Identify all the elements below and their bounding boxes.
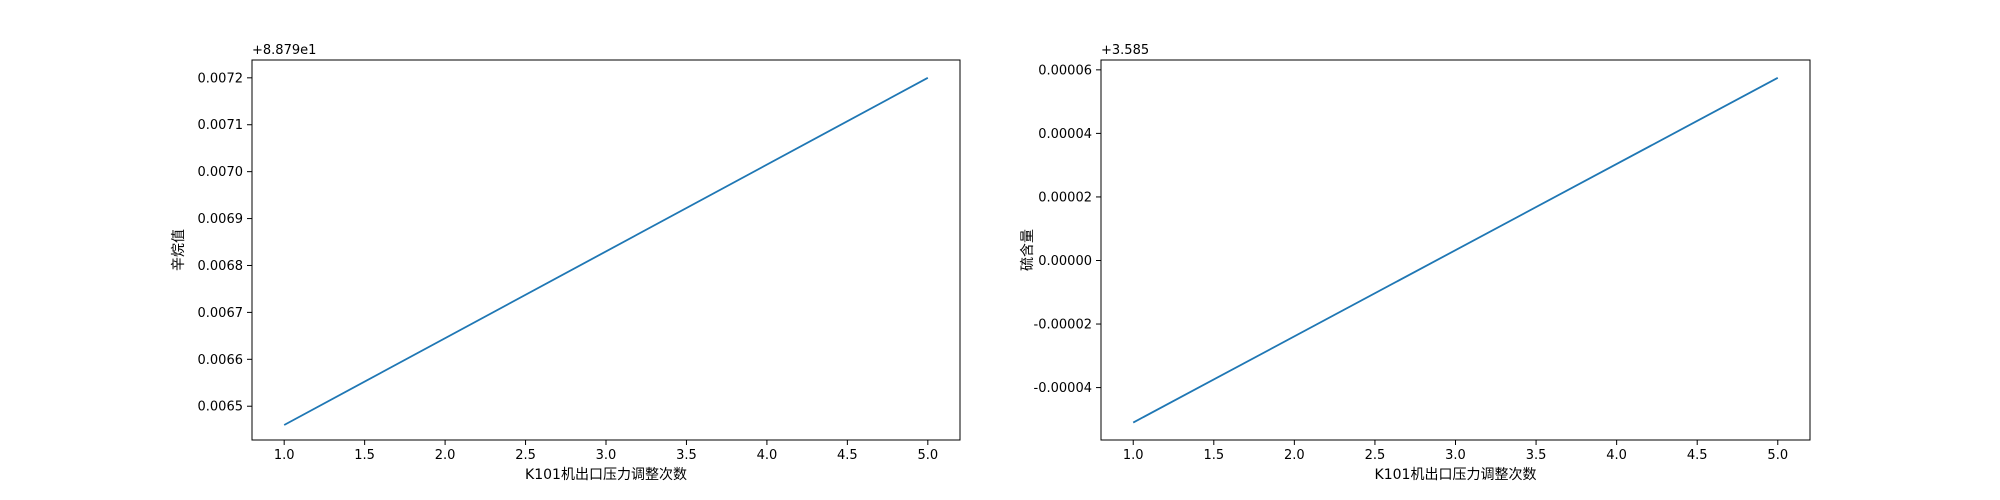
left-y-tick-label: 0.0069 bbox=[198, 212, 244, 227]
right-y-tick-label: 0.00000 bbox=[1038, 254, 1092, 269]
left-chart-panel: +8.879e1 K101机出口压力调整次数 辛烷值 1.0 1.5 2.0 2.5 3… bbox=[171, 43, 961, 483]
right-x-tick-label: 5.0 bbox=[1767, 448, 1788, 463]
right-x-tick-label: 2.5 bbox=[1365, 448, 1386, 463]
left-y-offset-label: +8.879e1 bbox=[252, 43, 316, 58]
left-x-tick-label: 3.0 bbox=[596, 448, 617, 463]
left-x-tick-label: 5.0 bbox=[917, 448, 938, 463]
right-x-tick-label: 4.5 bbox=[1687, 448, 1708, 463]
right-y-tick-label: 0.00002 bbox=[1038, 190, 1092, 205]
left-y-tick-label: 0.0068 bbox=[198, 259, 244, 274]
left-x-axis-label: K101机出口压力调整次数 bbox=[525, 467, 687, 483]
left-y-tick-label: 0.0071 bbox=[198, 118, 244, 133]
right-x-tick-label: 1.0 bbox=[1123, 448, 1144, 463]
right-x-tick-label: 1.5 bbox=[1203, 448, 1224, 463]
right-x-tick-label: 3.0 bbox=[1445, 448, 1466, 463]
right-x-tick-label: 4.0 bbox=[1606, 448, 1627, 463]
right-y-tick-label: -0.00004 bbox=[1034, 381, 1092, 396]
left-y-tick-label: 0.0065 bbox=[198, 400, 244, 415]
left-y-tick-label: 0.0067 bbox=[198, 306, 244, 321]
left-x-tick-label: 2.0 bbox=[435, 448, 456, 463]
right-x-axis-label: K101机出口压力调整次数 bbox=[1375, 467, 1537, 483]
left-x-tick-label: 4.0 bbox=[757, 448, 778, 463]
left-y-tick-label: 0.0070 bbox=[198, 165, 244, 180]
left-y-tick-label: 0.0072 bbox=[198, 71, 244, 86]
right-y-tick-label: 0.00006 bbox=[1038, 63, 1092, 78]
left-x-tick-label: 3.5 bbox=[676, 448, 697, 463]
left-y-tick-label: 0.0066 bbox=[198, 353, 244, 368]
left-x-tick-label: 2.5 bbox=[515, 448, 536, 463]
right-y-offset-label: +3.585 bbox=[1101, 43, 1149, 58]
left-x-tick-label: 1.5 bbox=[354, 448, 375, 463]
right-x-tick-label: 2.0 bbox=[1284, 448, 1305, 463]
right-y-tick-label: 0.00004 bbox=[1038, 127, 1092, 142]
right-series-line bbox=[1132, 76, 1779, 424]
right-x-tick-label: 3.5 bbox=[1526, 448, 1547, 463]
right-y-axis-label: 硫含量 bbox=[1020, 229, 1036, 271]
right-chart-panel: +3.585 K101机出口压力调整次数 硫含量 1.0 1.5 2.0 2.5 3.0… bbox=[1020, 43, 1811, 483]
left-x-tick-label: 4.5 bbox=[837, 448, 858, 463]
left-y-axis-label: 辛烷值 bbox=[171, 229, 187, 271]
right-y-tick-label: -0.00002 bbox=[1034, 318, 1092, 333]
left-x-tick-label: 1.0 bbox=[274, 448, 295, 463]
left-series-line bbox=[283, 77, 929, 426]
